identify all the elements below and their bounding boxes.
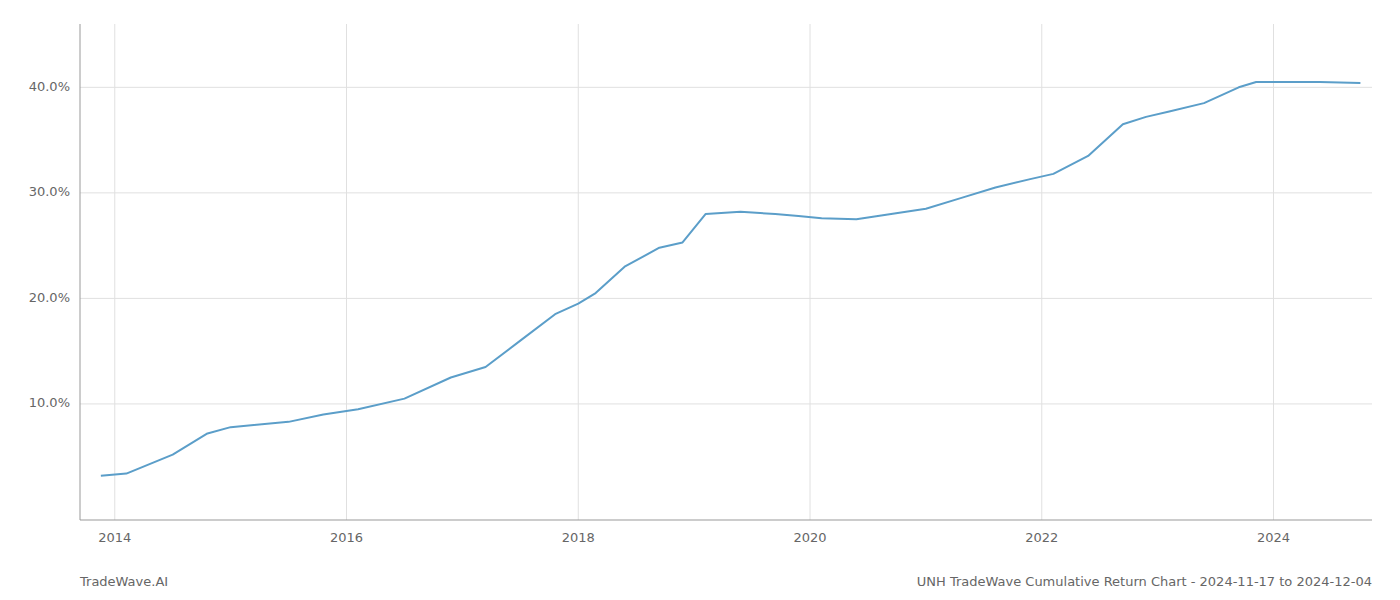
y-grid-line: [80, 403, 1372, 404]
y-tick-label: 40.0%: [29, 79, 70, 94]
x-tick-label: 2020: [793, 530, 826, 545]
x-axis-line: [80, 520, 1372, 521]
y-tick-label: 30.0%: [29, 184, 70, 199]
grid: [80, 24, 1372, 520]
background: [0, 0, 1400, 600]
x-grid-line: [578, 24, 579, 520]
x-grid-line: [1041, 24, 1042, 520]
y-grid-line: [80, 298, 1372, 299]
x-grid-line: [114, 24, 115, 520]
watermark: TradeWave.AI: [79, 574, 168, 589]
y-tick-label: 10.0%: [29, 395, 70, 410]
page: {"chart_data": {"type": "line", "title":…: [0, 0, 1400, 600]
x-tick-label: 2018: [562, 530, 595, 545]
plot-area: [101, 82, 1361, 476]
x-grid-line: [1273, 24, 1274, 520]
x-tick-label: 2016: [330, 530, 363, 545]
title: UNH TradeWave Cumulative Return Chart - …: [917, 574, 1372, 589]
y-grid-line: [80, 192, 1372, 193]
x-tick-label: 2024: [1257, 530, 1290, 545]
chart-svg: 10.0% 20.0% 30.0% 40.0% 2014 2016 2018 2020 2022…: [0, 0, 1400, 600]
x-grid-line: [346, 24, 347, 520]
y-axis-line: [80, 24, 81, 520]
tick-labels: 10.0% 20.0% 30.0% 40.0% 2014 2016 2018 2020 2022…: [29, 79, 1290, 545]
chart-container: 10.0% 20.0% 30.0% 40.0% 2014 2016 2018 2020 2022…: [0, 0, 1400, 600]
x-grid-line: [810, 24, 811, 520]
x-tick-label: 2014: [98, 530, 131, 545]
y-tick-label: 20.0%: [29, 290, 70, 305]
x-tick-label: 2022: [1025, 530, 1058, 545]
data-line: [101, 82, 1361, 476]
y-grid-line: [80, 87, 1372, 88]
